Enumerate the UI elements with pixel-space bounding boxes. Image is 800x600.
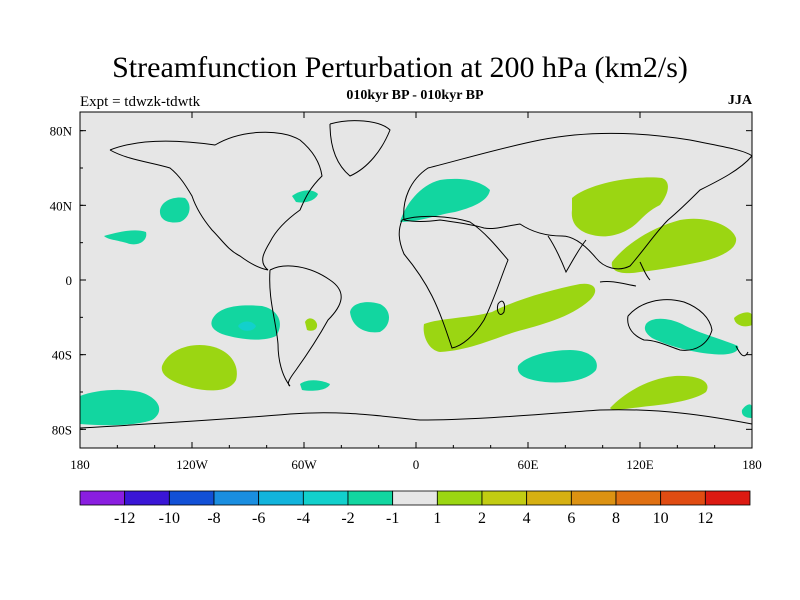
- negative-region-north-atlantic: [292, 190, 318, 203]
- colorbar: -12 -10 -8 -6 -4 -2 -1 1 2 4 6 8 10 12: [79, 490, 751, 527]
- colorbar-box: [213, 490, 260, 506]
- coast-australia: [627, 299, 713, 351]
- colorbar-label: 8: [612, 510, 620, 527]
- y-axis: 80N 40N 0 40S 80S: [50, 124, 752, 437]
- positive-region-south-indian: [423, 283, 596, 352]
- positive-region-east-asia: [571, 177, 668, 237]
- map-subtitle: 010kyr BP - 010kyr BP: [346, 88, 484, 103]
- colorbar-label: -4: [297, 510, 310, 527]
- colorbar-label: 6: [567, 510, 575, 527]
- coast-eurasia: [403, 132, 753, 270]
- colorbar-box: [704, 490, 751, 506]
- y-tick-label: 40S: [52, 348, 72, 363]
- coast-new-zealand: [735, 345, 749, 357]
- x-tick-label: 180: [70, 457, 90, 472]
- positive-region-south-atlantic: [305, 318, 318, 331]
- colorbar-label: 10: [653, 510, 669, 527]
- colorbar-label: -1: [386, 510, 399, 527]
- colorbar-label: -2: [341, 510, 354, 527]
- colorbar-label: -12: [114, 510, 135, 527]
- colorbar-box: [526, 490, 572, 506]
- colorbar-label: -8: [207, 510, 220, 527]
- negative-region-south-indian: [517, 350, 597, 383]
- colorbar-box: [660, 490, 706, 506]
- coast-greenland: [329, 120, 391, 177]
- colorbar-box: [258, 490, 304, 506]
- map-title: Streamfunction Perturbation at 200 hPa (…: [112, 51, 688, 84]
- colorbar-label: 1: [433, 510, 441, 527]
- negative-region-hawaii: [104, 230, 147, 245]
- colorbar-label: -10: [159, 510, 180, 527]
- negative-region-east-edge: [741, 404, 752, 418]
- negative-region-south-atlantic: [350, 302, 389, 333]
- negative-region-north-pacific: [159, 197, 190, 223]
- colorbar-label: -6: [252, 510, 265, 527]
- colorbar-box: [392, 490, 438, 506]
- season-label: JJA: [727, 93, 752, 108]
- colorbar-box: [347, 490, 394, 506]
- x-tick-label: 60E: [518, 457, 539, 472]
- y-tick-label: 40N: [50, 198, 73, 213]
- coast-india: [547, 235, 587, 274]
- anomaly-regions: [80, 177, 752, 426]
- coastlines: [79, 120, 753, 429]
- positive-region-west-pacific: [611, 218, 737, 274]
- colorbar-label: 2: [478, 510, 486, 527]
- negative-region-pacific-antarctic: [80, 389, 160, 426]
- y-tick-label: 80N: [50, 124, 73, 139]
- coast-madagascar: [497, 300, 505, 315]
- colorbar-box: [79, 490, 126, 506]
- coast-south-america: [269, 265, 342, 387]
- coast-indonesia: [599, 261, 651, 287]
- colorbar-box: [302, 490, 349, 506]
- colorbar-label: 4: [523, 510, 531, 527]
- coast-africa: [398, 215, 509, 349]
- positive-region-southern-ocean: [610, 375, 708, 410]
- colorbar-box: [436, 490, 483, 506]
- experiment-label: Expt = tdwzk-tdwtk: [80, 94, 201, 110]
- coast-antarctica: [79, 409, 753, 429]
- colorbar-box: [124, 490, 170, 506]
- colorbar-box: [615, 490, 662, 506]
- x-tick-label: 60W: [291, 457, 317, 472]
- colorbar-box: [570, 490, 617, 506]
- x-tick-label: 120W: [176, 457, 209, 472]
- negative-region-australia: [644, 318, 739, 355]
- x-tick-label: 120E: [626, 457, 654, 472]
- x-axis: 180 120W 60W 0 60E 120E 180: [70, 112, 762, 472]
- colorbar-label: 12: [697, 510, 713, 527]
- positive-region-australia-east: [734, 312, 752, 327]
- colorbar-box: [481, 490, 528, 506]
- y-tick-label: 80S: [52, 422, 72, 437]
- x-tick-label: 0: [413, 457, 420, 472]
- negative-core-south-pacific: [238, 321, 256, 331]
- coast-north-america: [109, 131, 323, 271]
- negative-region-europe: [400, 178, 490, 222]
- x-tick-label: 180: [742, 457, 762, 472]
- colorbar-box: [168, 490, 215, 506]
- negative-region-drake: [300, 380, 330, 391]
- positive-region-south-pacific: [161, 344, 237, 391]
- y-tick-label: 0: [66, 273, 73, 288]
